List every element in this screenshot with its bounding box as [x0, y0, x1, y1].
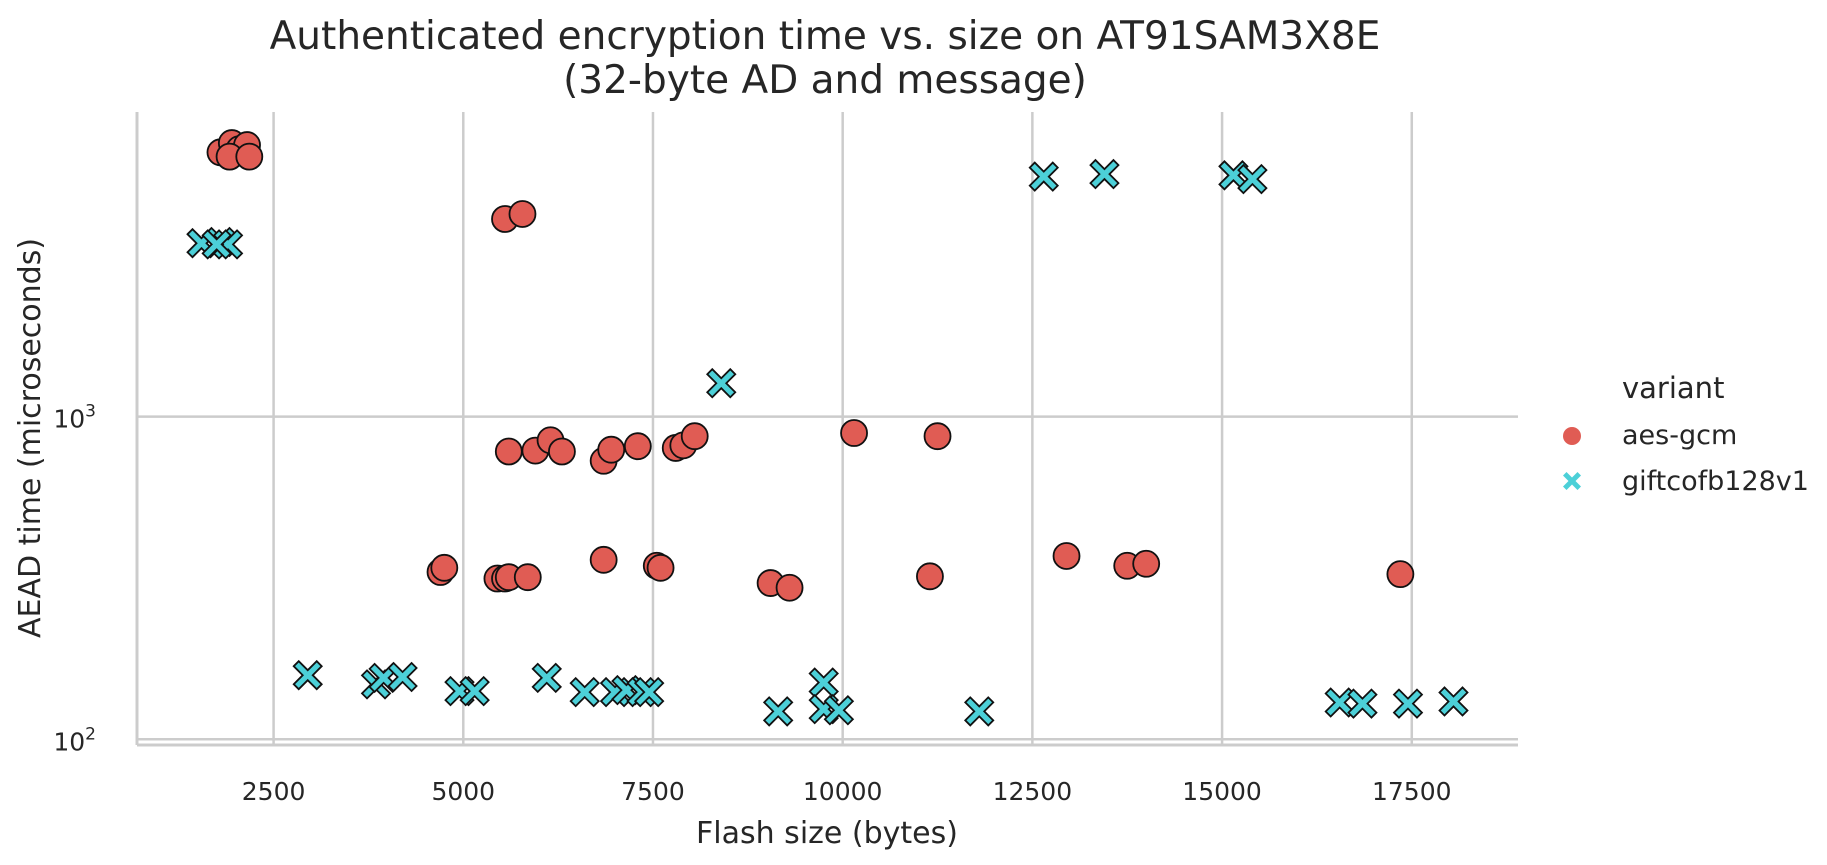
data-point-giftcofb128v1	[762, 696, 794, 727]
data-point-giftcofb128v1	[823, 695, 855, 726]
data-point-aes-gcm	[589, 545, 618, 574]
data-point-aes-gcm	[548, 437, 576, 466]
data-point-giftcofb128v1	[201, 229, 232, 260]
x-tick-label: 12500	[993, 777, 1073, 806]
data-point-giftcofb128v1	[1237, 163, 1268, 195]
x-tick-label: 5000	[431, 777, 495, 806]
data-point-giftcofb128v1	[1438, 686, 1469, 717]
data-point-aes-gcm	[916, 562, 944, 591]
x-tick-label: 10000	[803, 777, 883, 806]
data-point-giftcofb128v1	[705, 367, 737, 399]
x-tick-label: 15000	[1182, 777, 1262, 806]
chart-title: Authenticated encryption time vs. size o…	[269, 14, 1381, 59]
data-point-giftcofb128v1	[1028, 161, 1060, 192]
data-point-aes-gcm	[235, 142, 264, 171]
data-point-aes-gcm	[430, 553, 459, 582]
data-point-giftcofb128v1	[1089, 158, 1120, 190]
data-point-aes-gcm	[623, 432, 652, 461]
data-point-aes-gcm	[680, 422, 709, 451]
tick-labels: 2500 5000 7500 10000 12500 15000 17500 102 103	[53, 402, 1451, 806]
legend: variant aes-gcm giftcofb128v1	[1563, 371, 1809, 497]
y-tick-label: 103	[53, 402, 96, 434]
legend-title: variant	[1622, 371, 1724, 405]
data-point-giftcofb128v1	[387, 661, 418, 693]
data-point-aes-gcm	[1386, 560, 1415, 589]
x-tick-label: 17500	[1372, 777, 1452, 806]
data-point-aes-gcm	[923, 422, 952, 451]
data-point-aes-gcm	[840, 419, 868, 447]
legend-label-giftcofb128v1: giftcofb128v1	[1622, 466, 1809, 497]
data-point-aes-gcm	[775, 573, 804, 602]
data-point-giftcofb128v1	[292, 659, 324, 691]
data-point-aes-gcm	[513, 563, 542, 592]
data-point-giftcofb128v1	[963, 696, 995, 727]
y-axis-label: AEAD time (microseconds)	[13, 238, 48, 638]
data-points	[186, 129, 1469, 727]
data-point-giftcofb128v1	[1392, 688, 1424, 719]
legend-marker-aes-gcm	[1563, 427, 1581, 445]
data-point-aes-gcm	[646, 553, 675, 582]
data-point-giftcofb128v1	[633, 676, 665, 708]
data-point-giftcofb128v1	[1347, 688, 1378, 719]
data-point-aes-gcm	[508, 200, 537, 228]
x-tick-label: 2500	[242, 777, 306, 806]
y-tick-label: 102	[53, 724, 96, 756]
legend-label-aes-gcm: aes-gcm	[1622, 420, 1737, 451]
data-point-aes-gcm	[597, 435, 626, 464]
data-point-aes-gcm	[1052, 542, 1081, 570]
data-point-giftcofb128v1	[459, 675, 490, 707]
axes-layer	[135, 112, 1518, 747]
chart-subtitle: (32-byte AD and message)	[563, 58, 1087, 103]
data-point-aes-gcm	[1132, 549, 1161, 578]
data-point-giftcofb128v1	[569, 676, 600, 708]
data-point-giftcofb128v1	[808, 667, 839, 698]
legend-marker-giftcofb128v1	[1563, 472, 1581, 490]
x-marker-icon	[1563, 472, 1581, 490]
data-point-aes-gcm	[494, 437, 523, 466]
grid-layer	[137, 112, 1518, 745]
x-axis-label: Flash size (bytes)	[696, 816, 958, 851]
x-tick-label: 7500	[621, 777, 685, 806]
data-point-giftcofb128v1	[531, 662, 563, 694]
